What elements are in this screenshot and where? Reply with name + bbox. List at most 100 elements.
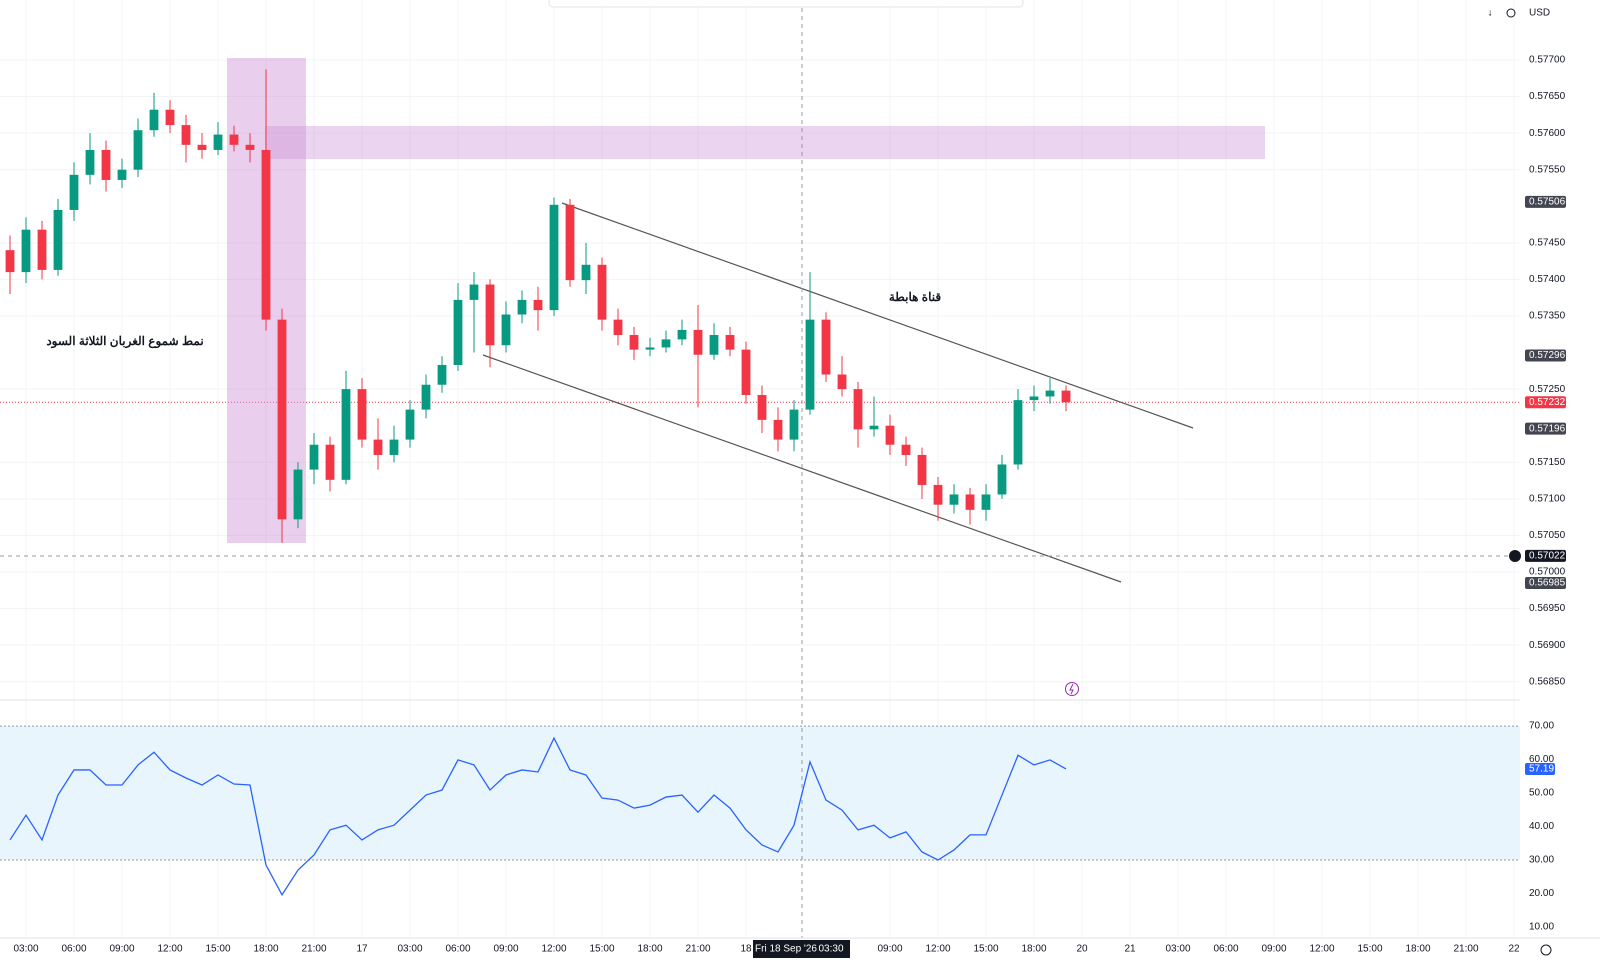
candle-body (757, 394, 767, 420)
refresh-icon[interactable] (1506, 8, 1516, 18)
y-tick-label: 0.57400 (1529, 274, 1566, 285)
candle-body (629, 335, 639, 350)
alert-icon-bolt (1069, 683, 1074, 695)
plus-icon[interactable] (1509, 550, 1521, 562)
candle-body (69, 174, 79, 210)
x-tick-label: 20 (1076, 944, 1088, 955)
candle-body (293, 469, 303, 520)
price-badge (1525, 195, 1566, 208)
y-tick-label: 0.56850 (1529, 676, 1566, 687)
x-tick-label: 06:00 (445, 944, 470, 955)
annotation[interactable]: قناة هابطة (889, 290, 942, 304)
price-badge-label: 0.56985 (1529, 578, 1566, 589)
x-tick-label: 18:00 (253, 944, 278, 955)
x-tick-label: 18:00 (1021, 944, 1046, 955)
candle-body (469, 284, 479, 300)
rsi-tick-label: 10.00 (1529, 922, 1554, 933)
candle-body (309, 444, 319, 470)
rsi-band-layer (0, 725, 1520, 861)
candle-body (533, 299, 543, 311)
y-tick-label: 0.57450 (1529, 237, 1566, 248)
x-tick-label: 03:00 (13, 944, 38, 955)
channel-lower[interactable] (482, 354, 1122, 583)
candle-body (837, 374, 847, 390)
candle-body (261, 149, 271, 320)
candle-body (645, 347, 655, 350)
candle-body (725, 335, 735, 350)
rsi-badge-label: 57.19 (1529, 764, 1554, 775)
candle-body (101, 149, 111, 180)
settings-icon[interactable] (1540, 944, 1552, 956)
x-tick-label: 18:00 (637, 944, 662, 955)
y-tick-label: 0.57000 (1529, 567, 1566, 578)
scroll-icon[interactable]: ↓ (1488, 8, 1493, 19)
candle-body (213, 134, 223, 150)
candle-body (1013, 400, 1023, 465)
y-tick-label: 0.57150 (1529, 457, 1566, 468)
y-tick-label: 0.57250 (1529, 384, 1566, 395)
resistance-zone[interactable] (265, 126, 1265, 159)
candle-body (805, 319, 815, 410)
candle-body (357, 389, 367, 440)
candle-body (885, 425, 895, 445)
x-tick-label: 09:00 (1261, 944, 1286, 955)
x-tick-label: 15:00 (589, 944, 614, 955)
x-tick-label: 15:00 (1357, 944, 1382, 955)
x-tick-label: 03:00 (1165, 944, 1190, 955)
candle-body (517, 299, 527, 315)
x-tick-label: 22 (1508, 944, 1520, 955)
candle-body (933, 484, 943, 505)
price-badge-label: 0.57296 (1529, 350, 1566, 361)
y-tick-label: 0.57550 (1529, 164, 1566, 175)
candle-body (501, 314, 511, 346)
candle-body (789, 409, 799, 440)
price-badge (1525, 576, 1566, 589)
candle-body (901, 444, 911, 455)
alert-icon[interactable] (1065, 682, 1079, 696)
candle-body (325, 444, 335, 480)
rsi-tick-label: 70.00 (1529, 721, 1554, 732)
annotation[interactable]: نمط شموع الغربان الثلاثة السود (46, 334, 203, 349)
candle-body (693, 329, 703, 355)
candle-body (149, 109, 159, 131)
candle-body (917, 454, 927, 485)
x-tick-label: 03:00 (397, 944, 422, 955)
x-tick-label: 15:00 (205, 944, 230, 955)
candles (5, 69, 1071, 897)
rsi-line (9, 736, 1067, 897)
channel-upper[interactable] (561, 202, 1194, 429)
candle-body (21, 229, 31, 273)
x-tick-label: 06:00 (1213, 944, 1238, 955)
toolbar[interactable] (548, 0, 1024, 8)
candle-body (53, 209, 63, 270)
price-badge-label: 0.57506 (1529, 197, 1566, 208)
candle-body (165, 109, 175, 126)
candle-body (549, 204, 559, 311)
x-tick-label: 18 (740, 944, 752, 955)
rsi-tick-label: 40.00 (1529, 821, 1554, 832)
candle-body (773, 419, 783, 440)
candle-body (965, 494, 975, 510)
candle-body (277, 319, 287, 520)
y-tick-label: 0.56900 (1529, 640, 1566, 651)
y-tick-label: 0.57100 (1529, 493, 1566, 504)
currency[interactable]: USD (1529, 8, 1550, 19)
x-tick-label: 12:00 (1309, 944, 1334, 955)
candle-body (949, 494, 959, 505)
candle-body (405, 409, 415, 440)
candle-body (613, 319, 623, 336)
x-tick-label: 12:00 (541, 944, 566, 955)
candle-body (453, 299, 463, 365)
x-tick-label: 21 (1124, 944, 1136, 955)
candle-body (1061, 390, 1071, 403)
candle-body (485, 284, 495, 346)
price-badge-label: 0.57022 (1529, 551, 1566, 562)
candle-body (229, 134, 239, 145)
candle-body (821, 319, 831, 375)
candle-body (661, 339, 671, 348)
candle-body (677, 329, 687, 340)
candle-body (437, 364, 447, 385)
candle-body (1045, 390, 1055, 397)
price-badge (1525, 549, 1566, 562)
candle-body (581, 264, 591, 281)
